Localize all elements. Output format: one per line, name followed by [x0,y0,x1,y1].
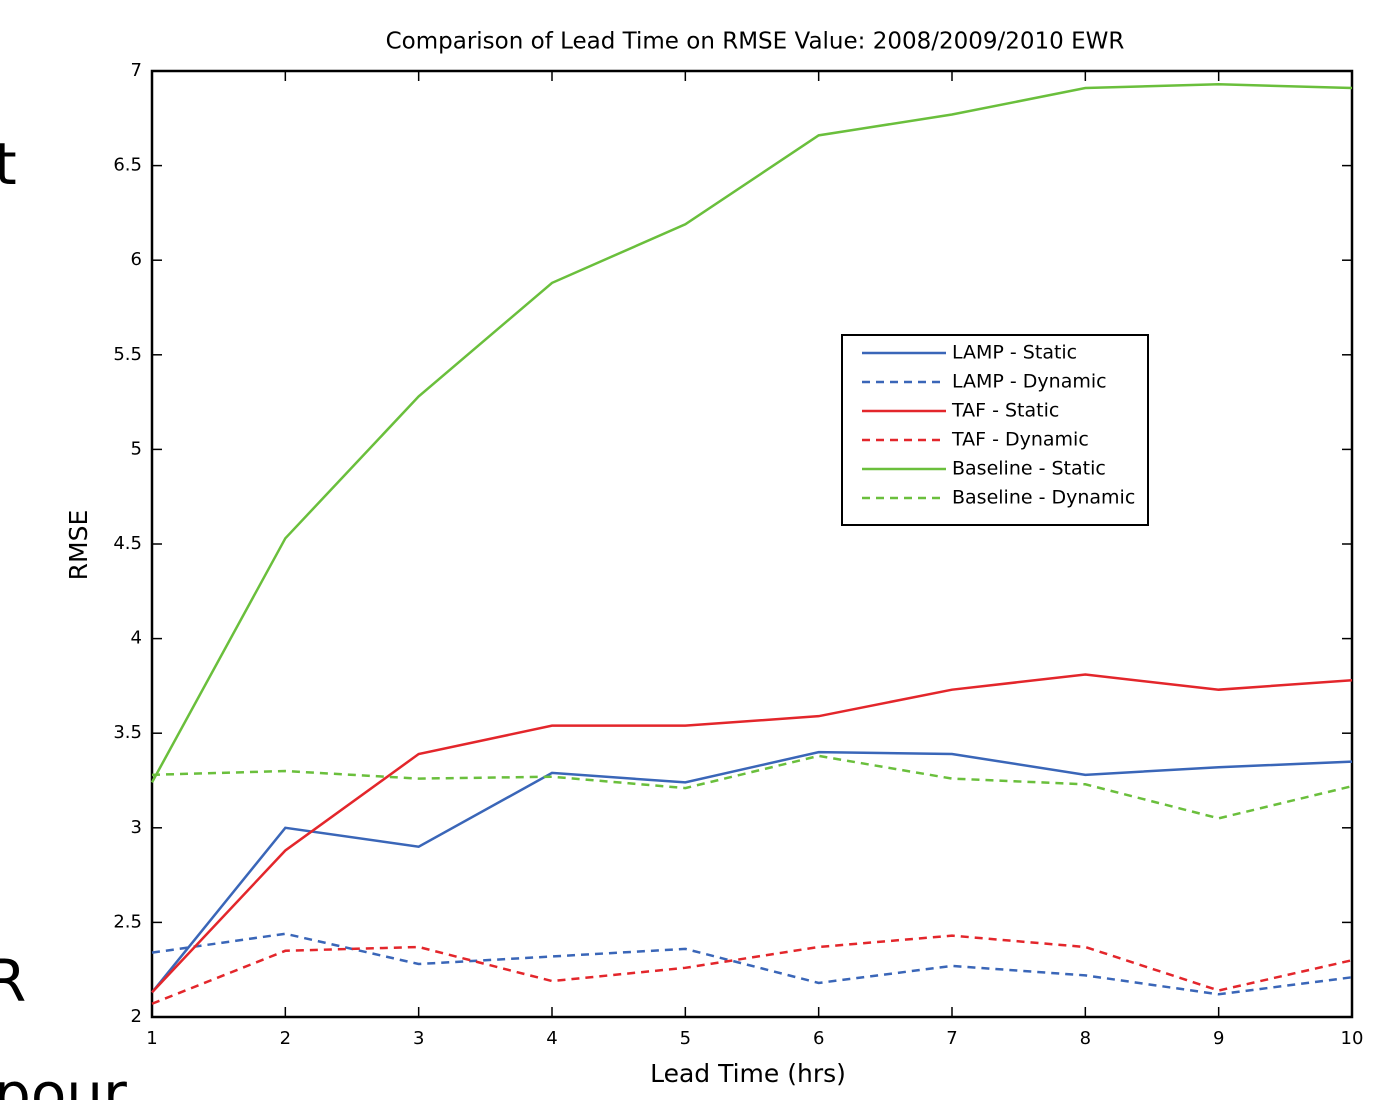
y-tick-label: 4 [131,628,142,649]
legend-box [841,334,1149,526]
series-line [150,82,1353,783]
x-tick-label: 9 [1213,1028,1224,1049]
plot-frame [150,69,1354,1019]
x-tick-label: 8 [1080,1028,1091,1049]
x-tick-label: 4 [546,1028,557,1049]
legend-label: LAMP - Dynamic [952,371,1107,393]
y-tick-label: 4.5 [113,533,142,554]
y-tick-label: 3 [131,817,142,838]
y-tick-label: 7 [131,60,142,81]
legend-label: Baseline - Static [952,458,1106,480]
legend-label: Baseline - Dynamic [952,487,1135,509]
x-axis-label: Lead Time (hrs) [650,1059,846,1088]
background-text: pour [0,1060,127,1100]
legend-label: TAF - Dynamic [951,429,1089,451]
y-tick-label: 2.5 [113,911,142,932]
y-tick-label: 5.5 [113,344,142,365]
series-line [151,673,1353,994]
x-tick-label: 6 [813,1028,824,1049]
series-line [151,934,1353,1005]
background-text: R [0,947,26,1015]
legend-label: LAMP - Static [952,342,1077,364]
series-line [151,750,1353,994]
y-tick-label: 6 [131,249,142,270]
x-tick-label: 7 [946,1028,957,1049]
y-tick-label: 5 [131,438,142,459]
background-text: t [0,130,17,198]
y-tick-label: 2 [131,1006,142,1027]
x-tick-label: 10 [1341,1028,1364,1049]
x-tick-label: 2 [280,1028,291,1049]
chart-title: Comparison of Lead Time on RMSE Value: 2… [386,29,1125,55]
series-line [151,932,1353,996]
y-axis-label: RMSE [64,510,93,581]
series-line [151,754,1353,820]
x-tick-label: 3 [413,1028,424,1049]
y-tick-label: 3.5 [113,722,142,743]
legend-label: TAF - Static [951,400,1059,422]
x-tick-label: 5 [680,1028,691,1049]
x-tick-label: 1 [146,1028,157,1049]
y-tick-label: 6.5 [113,155,142,176]
